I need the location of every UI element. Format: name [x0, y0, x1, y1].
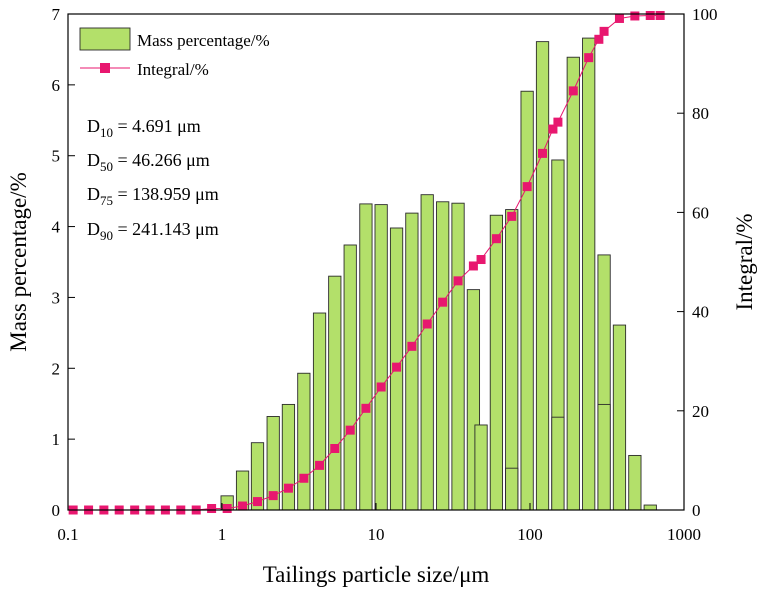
integral-marker-14	[283, 483, 293, 493]
integral-marker-37	[599, 26, 609, 36]
mass-bar-10	[374, 204, 388, 511]
integral-marker-19	[361, 403, 371, 413]
d10-statistic: D10 = 4.691 μm	[87, 116, 201, 140]
d75-statistic: D75 = 138.959 μm	[87, 184, 219, 208]
x-tick-label-0: 0.1	[57, 525, 78, 544]
integral-marker-20	[376, 382, 386, 392]
mass-bar-20	[505, 467, 519, 511]
integral-marker-22	[407, 341, 417, 351]
integral-marker-36	[594, 34, 604, 44]
axis-ticks: 0.1 1 10 100 1000 0 1 2 3 4 5 6 7 0 20 40 60 80 100	[52, 5, 718, 544]
integral-marker-17	[330, 444, 340, 453]
mass-bar-28	[597, 403, 611, 511]
integral-marker-28	[491, 234, 501, 244]
left-tick-label-3: 3	[52, 288, 61, 307]
integral-marker-40	[645, 10, 655, 20]
right-tick-label-1: 20	[692, 402, 709, 421]
integral-marker-41	[655, 10, 665, 20]
integral-marker-12	[252, 497, 262, 507]
mass-bar-7	[328, 275, 342, 511]
integral-marker-16	[315, 460, 325, 470]
integral-marker-39	[630, 11, 640, 21]
mass-bar-21	[520, 90, 534, 511]
integral-marker-21	[392, 362, 402, 372]
right-tick-label-2: 40	[692, 303, 709, 322]
mass-bar-5	[297, 372, 311, 511]
d-statistics: D10 = 4.691 μm D50 = 46.266 μm D75 = 138…	[87, 116, 219, 243]
x-axis-title: Tailings particle size/μm	[263, 562, 490, 587]
legend-line-label: Integral/%	[137, 60, 209, 79]
integral-marker-30	[522, 182, 532, 192]
legend-bar-swatch	[79, 27, 131, 51]
mass-bar-9	[359, 203, 373, 511]
left-tick-label-4: 4	[52, 218, 61, 237]
integral-marker-38	[614, 13, 624, 23]
legend-bar-label: Mass percentage/%	[137, 31, 270, 50]
left-tick-label-2: 2	[52, 359, 61, 378]
right-y-axis-title: Integral/%	[732, 213, 757, 310]
integral-marker-35	[584, 53, 594, 63]
integral-marker-34	[568, 86, 578, 96]
mass-bar-12	[405, 212, 419, 511]
mass-bar-8	[343, 244, 357, 511]
mass-bar-17	[474, 424, 488, 511]
mass-bar-15	[451, 202, 465, 511]
integral-marker-10	[222, 504, 232, 514]
mass-bar-29	[612, 324, 627, 511]
mass-bar-25	[566, 56, 580, 511]
right-tick-label-5: 100	[692, 5, 718, 24]
integral-marker-32	[548, 124, 558, 134]
integral-marker-13	[268, 491, 278, 501]
right-tick-label-4: 80	[692, 104, 709, 123]
x-tick-label-1: 1	[218, 525, 227, 544]
mass-bar-30	[628, 454, 642, 511]
integral-marker-26	[468, 261, 478, 271]
mass-bar-4	[281, 403, 296, 511]
left-tick-label-0: 0	[52, 501, 61, 520]
mass-bar-6	[312, 312, 327, 511]
right-tick-label-3: 60	[692, 203, 709, 222]
mass-bar-18	[489, 214, 504, 511]
integral-marker-11	[238, 501, 248, 511]
left-tick-label-5: 5	[52, 147, 61, 166]
integral-marker-15	[299, 473, 309, 483]
integral-marker-18	[345, 425, 355, 435]
mass-bar-31	[643, 504, 657, 511]
mass-bar-22	[535, 41, 550, 511]
integral-marker-27	[476, 255, 486, 265]
left-tick-label-7: 7	[52, 5, 61, 24]
legend: Mass percentage/% Integral/%	[79, 27, 270, 79]
mass-bar-19	[505, 209, 519, 511]
right-tick-label-0: 0	[692, 501, 701, 520]
integral-marker-9	[207, 504, 217, 514]
mass-percentage-bars	[220, 37, 657, 511]
x-tick-label-4: 1000	[667, 525, 701, 544]
left-y-axis-title: Mass percentage/%	[6, 172, 31, 351]
mass-bar-24	[551, 416, 565, 511]
x-tick-label-2: 10	[368, 525, 385, 544]
integral-marker-33	[553, 117, 563, 127]
mass-bar-26	[582, 37, 596, 511]
integral-marker-23	[422, 319, 432, 329]
mass-bar-13	[420, 194, 434, 511]
integral-marker-24	[438, 297, 448, 307]
left-tick-label-6: 6	[52, 76, 61, 95]
integral-marker-29	[507, 211, 517, 221]
integral-marker-25	[453, 276, 463, 286]
x-tick-label-3: 100	[517, 525, 543, 544]
d90-statistic: D90 = 241.143 μm	[87, 219, 219, 243]
mass-bar-14	[436, 201, 450, 511]
legend-line-marker	[100, 63, 110, 73]
integral-marker-31	[538, 148, 548, 158]
left-tick-label-1: 1	[52, 430, 61, 449]
d50-statistic: D50 = 46.266 μm	[87, 150, 210, 174]
